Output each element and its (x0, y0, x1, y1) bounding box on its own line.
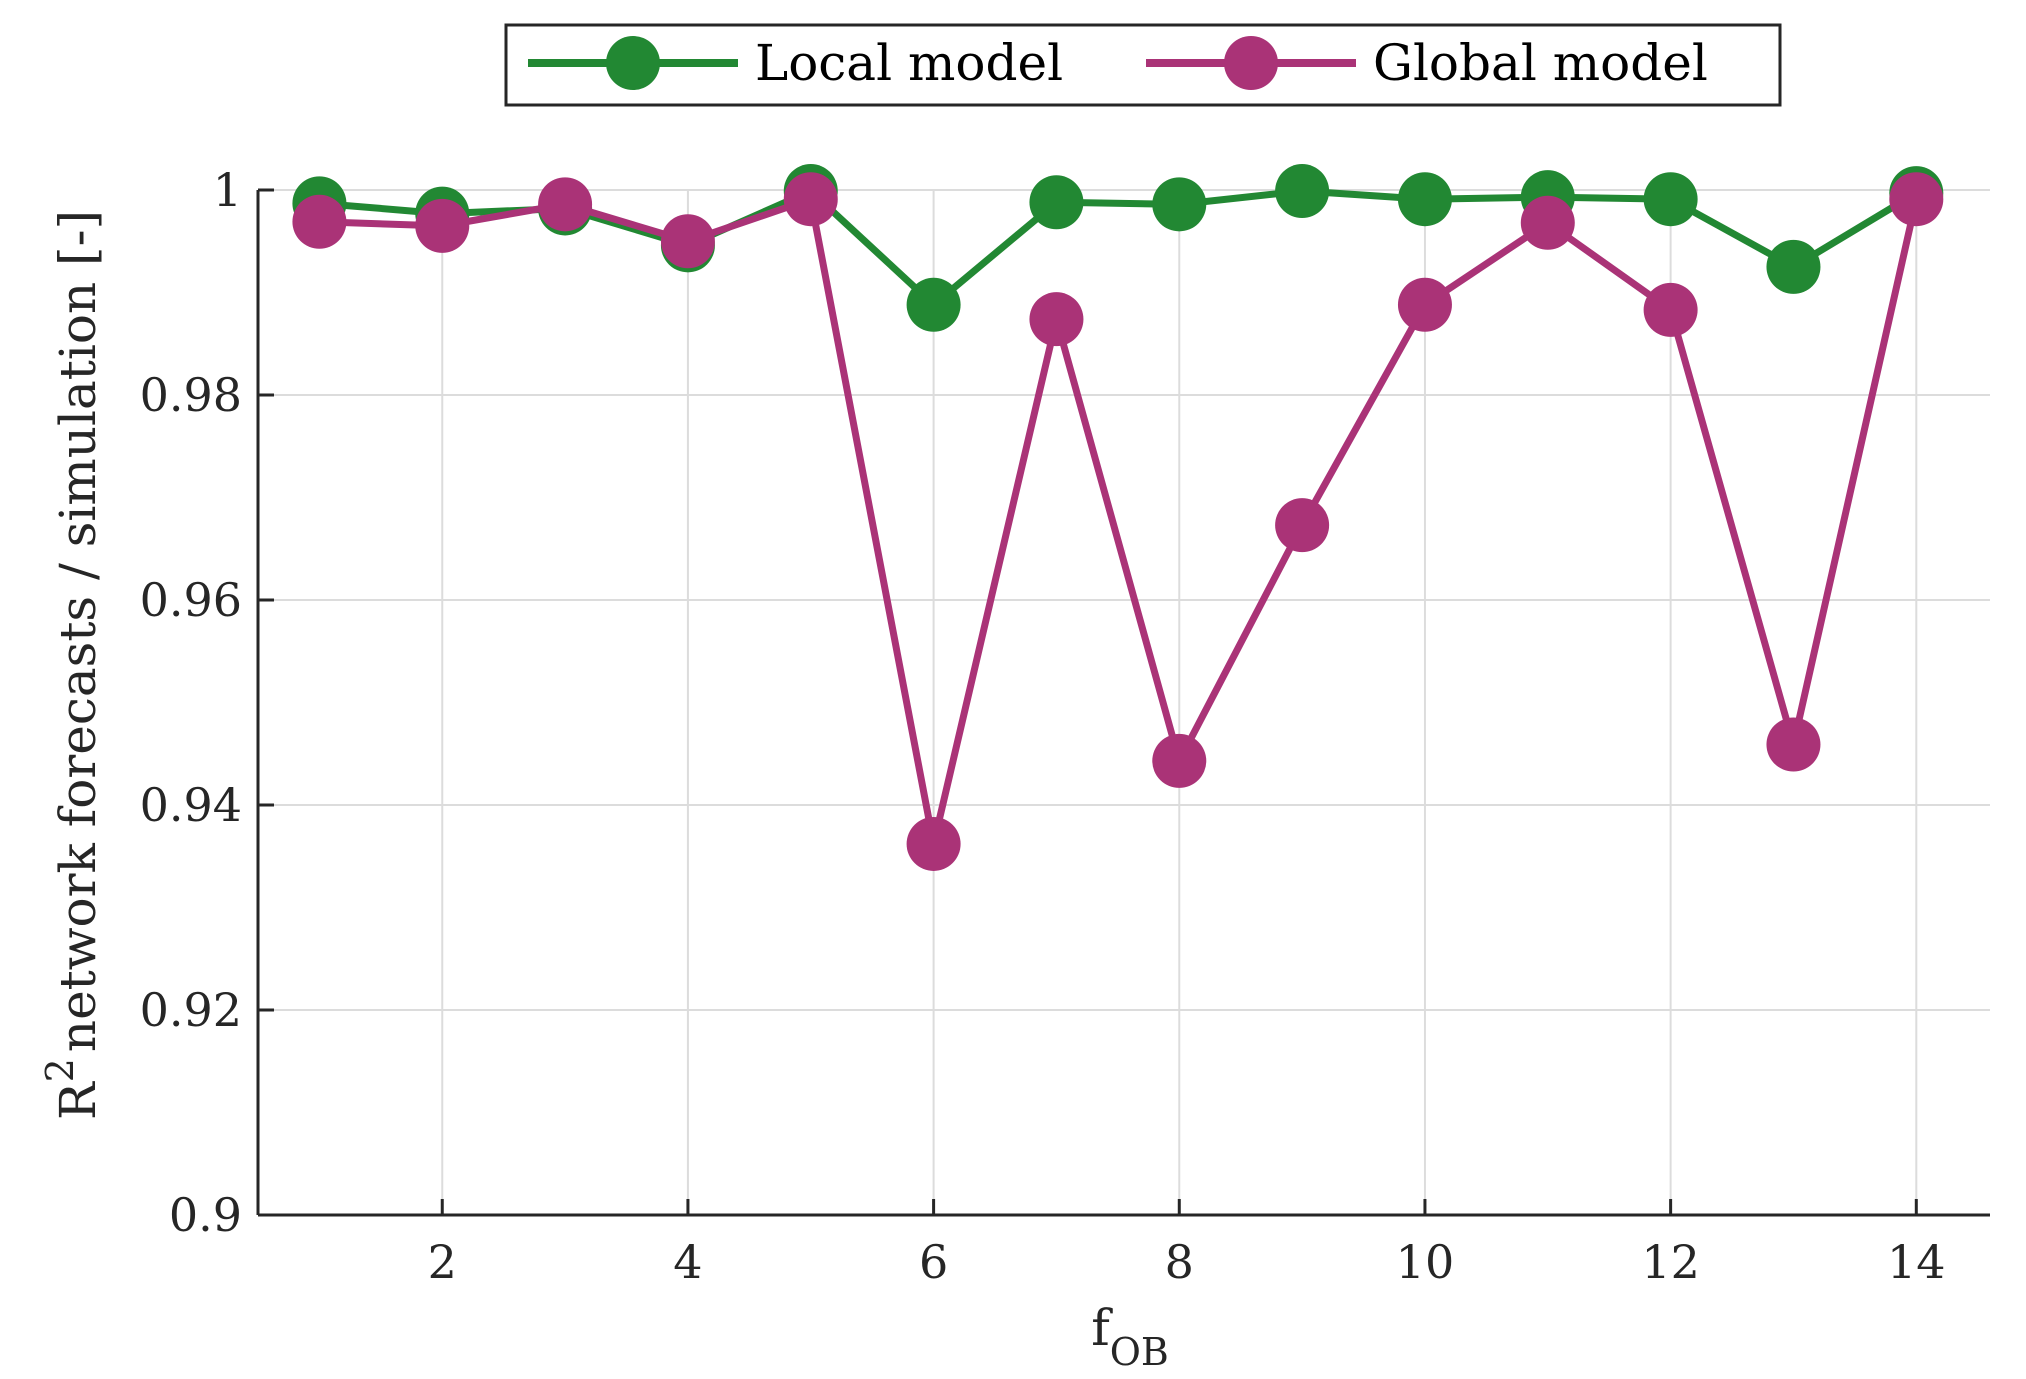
data-point (906, 277, 961, 332)
x-tick-label: 12 (1641, 1235, 1700, 1289)
data-point (1397, 172, 1452, 227)
x-axis-label: fOB (1091, 1299, 1169, 1374)
data-point (1643, 282, 1698, 337)
legend-local-marker (606, 36, 660, 90)
data-point (1275, 498, 1330, 553)
data-point (292, 194, 347, 249)
x-tick-label: 2 (428, 1235, 457, 1289)
data-point (415, 198, 470, 253)
y-tick-label: 0.98 (140, 368, 242, 422)
legend-global-marker (1224, 36, 1278, 90)
data-series (292, 164, 1944, 871)
data-point (1152, 177, 1207, 232)
data-point (1520, 195, 1575, 250)
data-point (1889, 172, 1944, 227)
x-tick-label: 8 (1165, 1235, 1194, 1289)
legend-local-label: Local model (755, 34, 1063, 92)
legend-global-label: Global model (1373, 34, 1708, 92)
data-point (1275, 164, 1330, 219)
data-point (1643, 172, 1698, 227)
y-tick-label: 0.94 (140, 778, 242, 832)
data-point (906, 816, 961, 871)
y-tick-label: 0.9 (169, 1188, 242, 1242)
tick-labels: 2 4 6 8 10 12 14 0.9 0.92 0.94 0.96 0.98 1 (140, 163, 1946, 1289)
y-tick-label: 1 (213, 163, 242, 217)
y-axis-label: R2network forecasts / simulation [-] (38, 210, 107, 1120)
x-tick-label: 4 (673, 1235, 702, 1289)
x-tick-label: 14 (1887, 1235, 1946, 1289)
series-global-model (292, 172, 1944, 871)
y-tick-label: 0.92 (140, 983, 242, 1037)
data-point (660, 214, 715, 269)
axes (256, 188, 1990, 1217)
data-point (538, 177, 593, 232)
legend: Local model Global model (504, 23, 1782, 107)
x-tick-label: 6 (919, 1235, 948, 1289)
data-point (1029, 292, 1084, 347)
data-point (1397, 277, 1452, 332)
y-tick-label: 0.96 (140, 573, 242, 627)
data-point (1152, 733, 1207, 788)
data-point (1766, 239, 1821, 294)
grid (258, 189, 1990, 1216)
x-tick-label: 10 (1396, 1235, 1455, 1289)
data-point (783, 172, 838, 227)
data-point (1029, 175, 1084, 230)
data-point (1766, 717, 1821, 772)
